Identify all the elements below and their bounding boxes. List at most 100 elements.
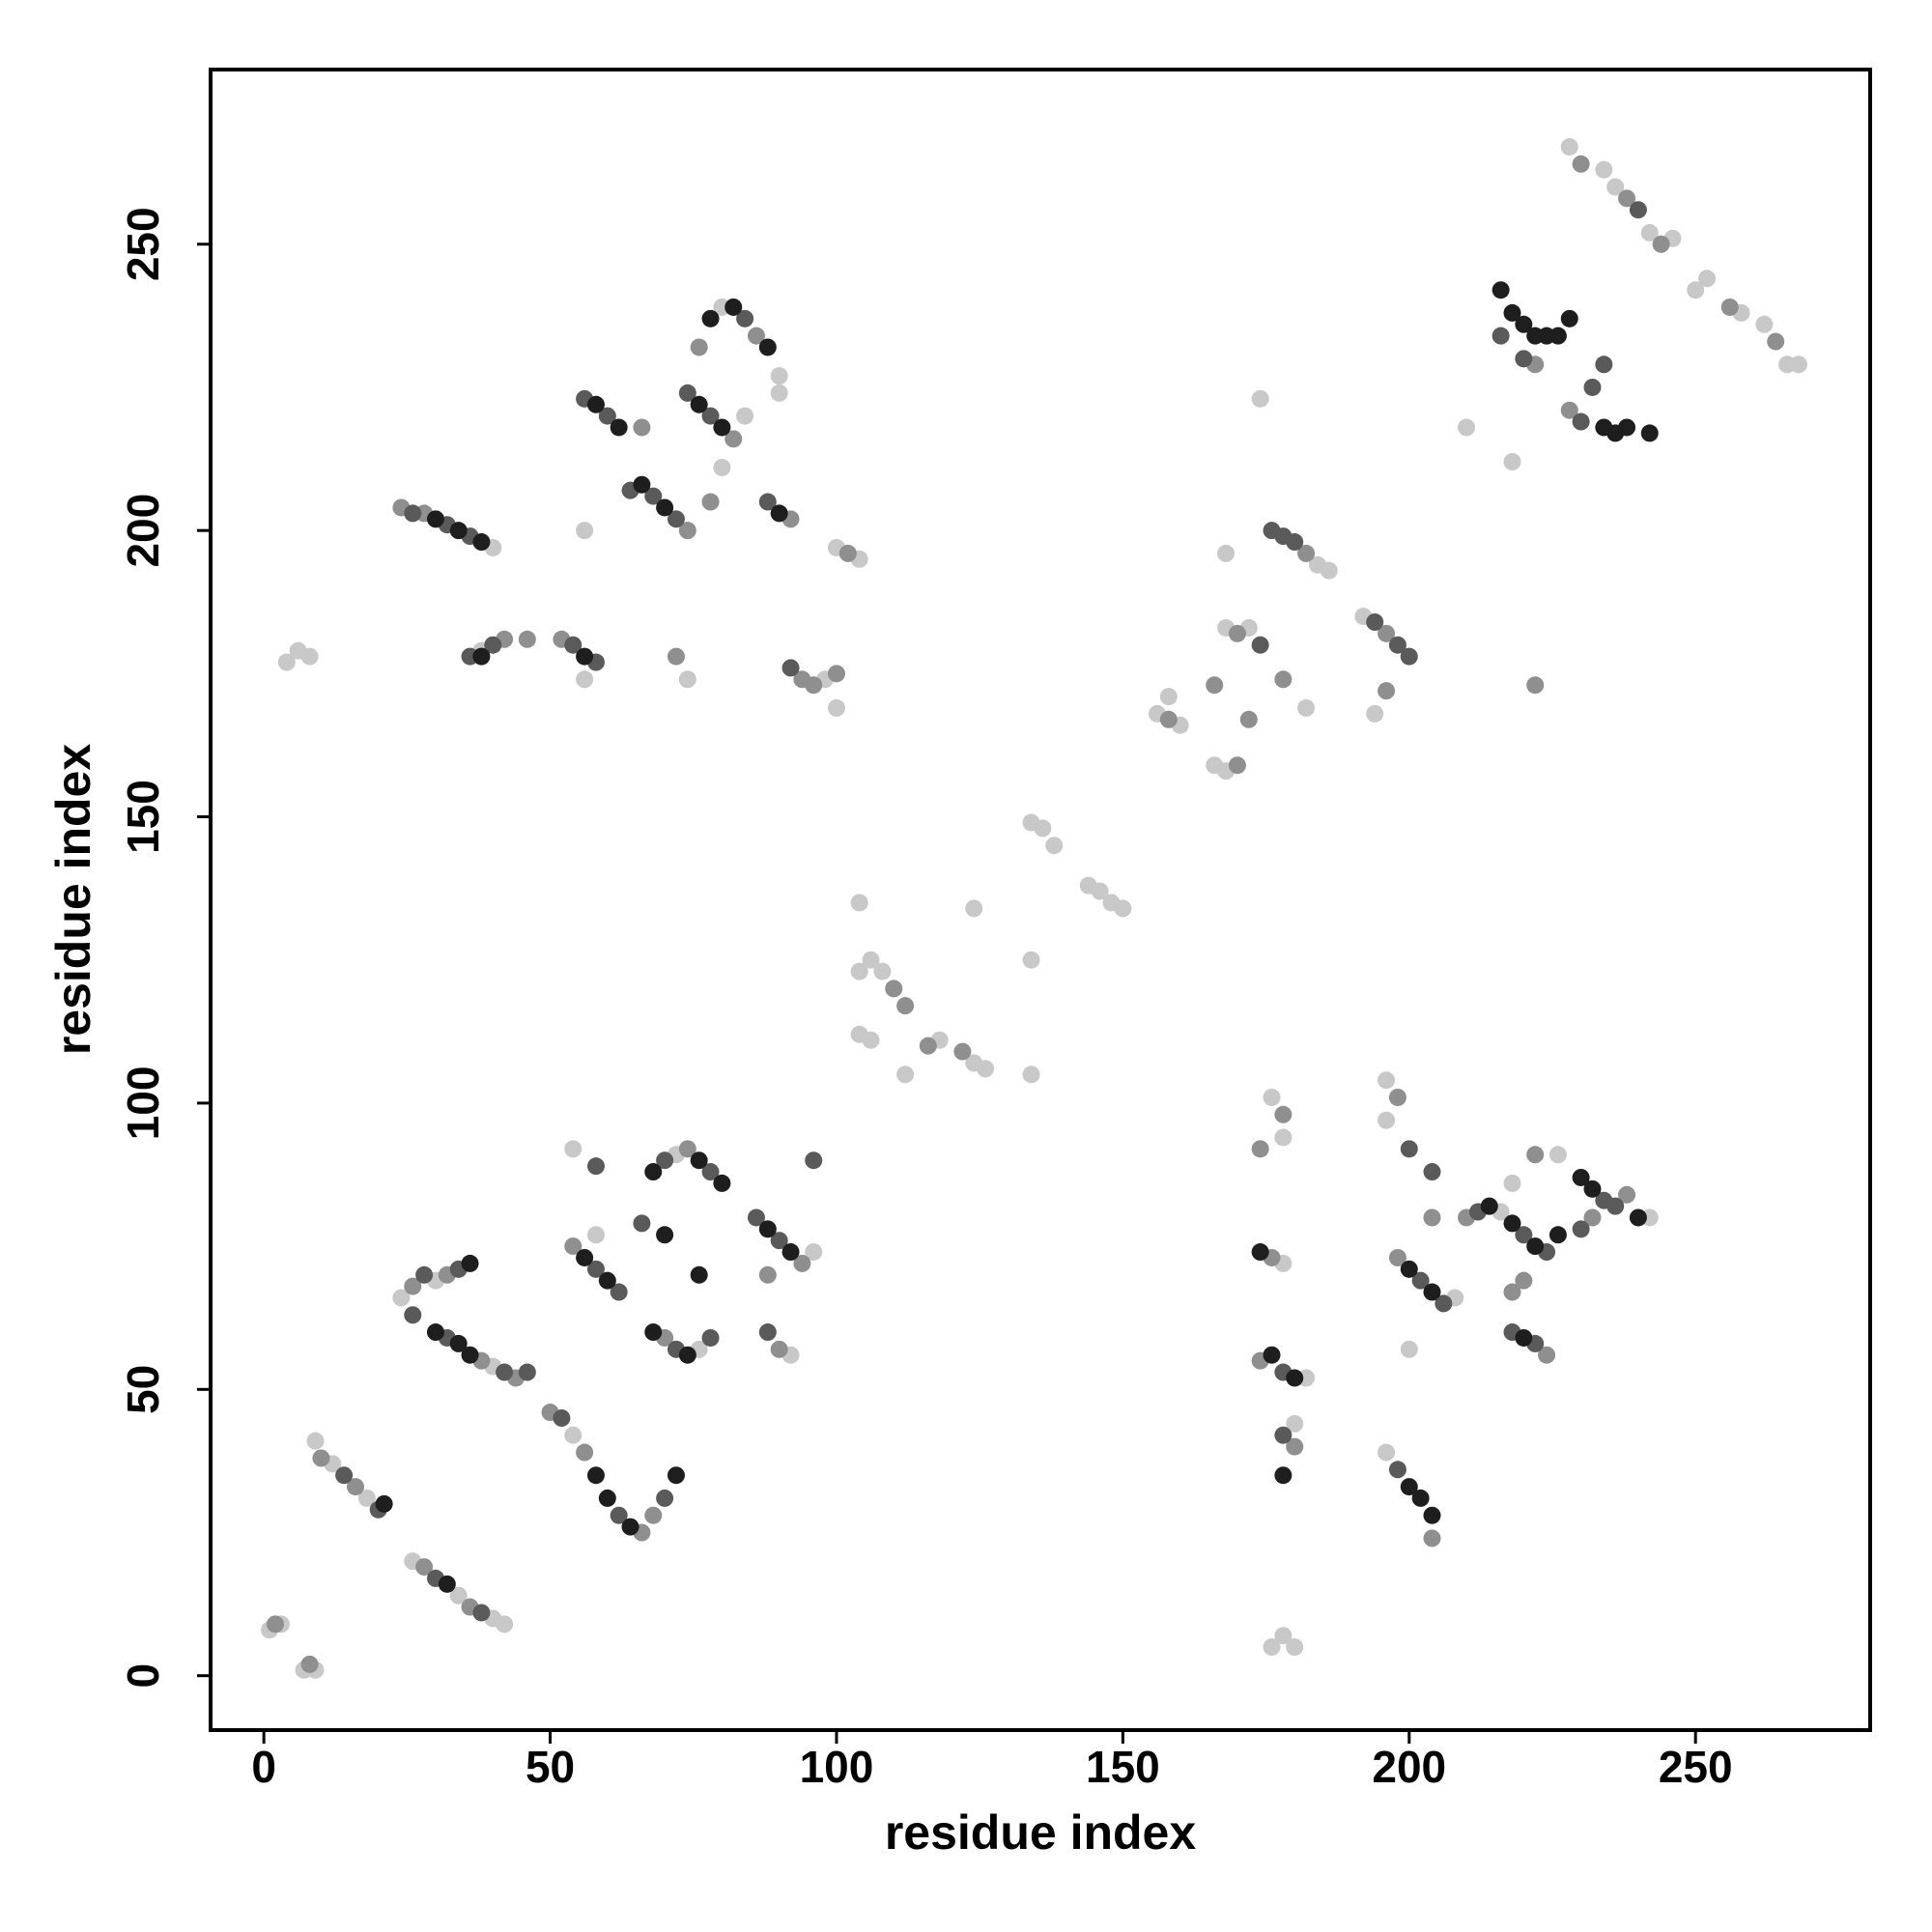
point	[518, 1363, 536, 1381]
point	[678, 522, 696, 540]
point	[1378, 1071, 1396, 1090]
point	[1572, 1168, 1590, 1186]
point	[724, 430, 743, 448]
point	[586, 395, 605, 413]
point	[781, 659, 800, 677]
point	[1503, 1214, 1521, 1233]
point	[1548, 1226, 1567, 1244]
point	[758, 1265, 777, 1284]
point	[1034, 819, 1052, 838]
point	[793, 1254, 811, 1272]
point	[690, 338, 708, 356]
point	[1618, 1185, 1636, 1204]
point	[1114, 899, 1132, 918]
point	[461, 1346, 479, 1364]
point	[472, 647, 491, 666]
point	[449, 1586, 468, 1605]
point	[1274, 1128, 1293, 1147]
point	[1297, 544, 1316, 562]
point	[656, 1489, 674, 1507]
point	[896, 1065, 915, 1084]
point	[724, 298, 743, 316]
point	[1492, 281, 1510, 299]
point	[1274, 670, 1293, 689]
point	[576, 522, 594, 540]
point	[758, 338, 777, 356]
point	[885, 980, 903, 998]
point	[1022, 951, 1040, 969]
point	[1400, 647, 1418, 666]
point	[1698, 270, 1717, 288]
point	[404, 1277, 422, 1295]
x-tick-label: 250	[1659, 1742, 1733, 1792]
point	[678, 384, 696, 402]
point	[1274, 1426, 1293, 1444]
point	[1423, 1208, 1441, 1227]
point	[1274, 1105, 1293, 1123]
point	[1263, 1638, 1281, 1657]
point	[667, 510, 685, 528]
point	[1022, 1065, 1040, 1084]
point	[312, 1449, 330, 1467]
point	[1286, 1369, 1304, 1387]
point	[805, 1243, 823, 1262]
point	[392, 1289, 411, 1307]
point	[781, 1243, 800, 1262]
y-tick-label: 100	[118, 1066, 168, 1141]
point	[1274, 1466, 1293, 1485]
point	[713, 458, 731, 476]
point	[564, 1237, 582, 1256]
point	[553, 1408, 571, 1427]
point	[1423, 1529, 1441, 1548]
point	[690, 1151, 708, 1170]
point	[1159, 688, 1178, 706]
y-tick-label: 250	[118, 207, 168, 281]
point	[770, 504, 788, 523]
point	[701, 1328, 720, 1347]
point	[621, 1518, 639, 1536]
point	[1640, 223, 1659, 242]
point	[1045, 837, 1064, 855]
point	[1572, 412, 1590, 431]
point	[404, 504, 422, 523]
point	[1423, 1163, 1441, 1181]
point	[1206, 676, 1224, 695]
point	[1526, 1237, 1545, 1256]
point	[610, 418, 628, 437]
point	[1583, 378, 1602, 396]
point	[850, 962, 868, 980]
point	[758, 1220, 777, 1238]
point	[1538, 1346, 1556, 1364]
point	[633, 1214, 651, 1233]
point	[805, 676, 823, 695]
point	[1251, 389, 1269, 408]
point	[977, 1060, 995, 1078]
point	[1492, 327, 1510, 345]
point	[1228, 756, 1246, 775]
point	[1526, 1146, 1545, 1164]
point	[300, 1655, 319, 1673]
point	[667, 647, 685, 666]
point	[1388, 1461, 1406, 1479]
point	[736, 309, 754, 327]
point	[850, 894, 868, 912]
point	[644, 1323, 663, 1342]
point	[690, 395, 708, 413]
point	[701, 407, 720, 425]
point	[1640, 424, 1659, 442]
point	[644, 487, 663, 505]
point	[449, 522, 468, 540]
point	[1789, 355, 1807, 374]
point	[770, 1232, 788, 1250]
point	[1503, 453, 1521, 471]
point	[1423, 1283, 1441, 1301]
point	[736, 407, 754, 425]
point	[576, 670, 594, 689]
point	[713, 418, 731, 437]
point	[484, 636, 502, 654]
point	[678, 1140, 696, 1158]
point	[1526, 676, 1545, 695]
point	[667, 1466, 685, 1485]
point	[701, 493, 720, 511]
point	[586, 1157, 605, 1176]
